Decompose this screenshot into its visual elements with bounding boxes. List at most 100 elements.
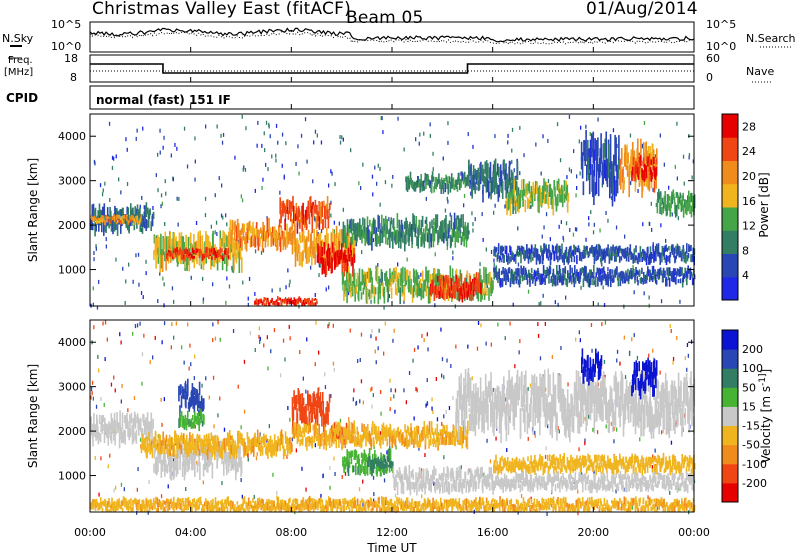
echo-cell [585,130,587,161]
speckle-point [113,376,114,380]
echo-cell [627,153,629,164]
echo-cell [192,499,194,504]
speckle-point [224,428,225,432]
echo-cell [203,415,205,425]
speckle-point [511,160,512,164]
echo-cell [308,230,310,242]
echo-cell [307,248,309,264]
echo-cell [210,442,212,453]
echo-cell [426,224,428,231]
echo-cell [594,138,596,161]
echo-cell [525,200,527,212]
echo-cell [413,439,415,448]
speckle-point [212,322,213,326]
speckle-point [143,295,144,299]
echo-cell [118,498,120,505]
speckle-point [678,216,679,220]
echo-cell [602,268,604,274]
speckle-point [476,186,477,190]
speckle-point [443,375,444,379]
speckle-point [623,305,624,309]
echo-cell [649,154,651,164]
speckle-point [449,406,450,410]
nsky-trace [90,28,694,41]
speckle-point [109,198,110,202]
speckle-point [255,189,256,193]
speckle-point [585,125,586,129]
echo-cell [378,236,380,244]
speckle-point [270,134,271,138]
echo-cell [346,236,348,249]
speckle-point [353,397,354,401]
echo-cell [368,462,370,467]
speckle-point [379,167,380,171]
speckle-point [576,186,577,190]
echo-cell [492,280,494,290]
echo-cell [536,277,538,282]
echo-cell [122,413,124,429]
echo-cell [166,435,168,442]
echo-cell [313,303,315,307]
speckle-point [282,133,283,137]
speckle-point [269,424,270,428]
echo-cell [192,256,194,259]
speckle-point [519,350,520,354]
echo-cell [328,209,330,218]
speckle-point [142,127,143,131]
echo-cell [132,504,134,511]
speckle-point [616,359,617,363]
speckle-point [523,153,524,157]
echo-cell [299,245,301,266]
speckle-point [545,322,546,326]
speckle-point [343,138,344,142]
echo-cell [517,161,519,180]
echo-cell [134,220,136,225]
echo-cell [355,223,357,233]
echo-cell [322,219,324,229]
echo-cell [119,410,121,428]
echo-cell [152,419,154,428]
echo-cell [249,444,251,450]
nave-right-tick-low: 0 [706,71,713,84]
echo-cell [361,423,363,432]
echo-cell [516,187,518,203]
speckle-point [579,139,580,143]
echo-cell [159,237,161,251]
speckle-point [127,148,128,152]
speckle-point [330,169,331,173]
speckle-point [152,355,153,359]
speckle-point [560,158,561,162]
speckle-point [157,299,158,303]
speckle-point [472,376,473,380]
speckle-point [651,228,652,232]
echo-cell [520,254,522,264]
speckle-point [92,381,93,385]
speckle-point [426,197,427,201]
echo-cell [421,232,423,246]
speckle-point [165,179,166,183]
speckle-point [394,410,395,414]
echo-cell [248,233,250,240]
echo-cell [246,446,248,456]
speckle-point [134,396,135,400]
echo-cell [331,257,333,273]
speckle-point [607,267,608,271]
echo-cell [193,504,195,508]
echo-cell [669,278,671,287]
echo-cell [591,133,593,157]
echo-cell [380,232,382,243]
speckle-point [379,329,380,333]
speckle-point [380,203,381,207]
echo-cell [269,227,271,234]
echo-cell [199,449,201,455]
echo-cell [98,432,100,441]
echo-cell [512,199,514,214]
echo-cell [92,433,94,447]
speckle-point [668,186,669,190]
speckle-point [634,290,635,294]
speckle-point [511,149,512,153]
speckle-point [343,208,344,212]
echo-cell [568,193,570,202]
speckle-point [244,410,245,414]
